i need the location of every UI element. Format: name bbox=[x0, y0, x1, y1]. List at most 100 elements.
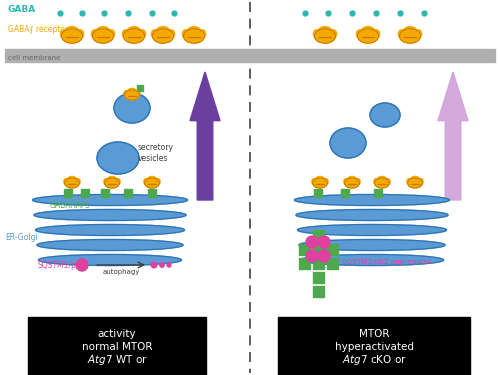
Ellipse shape bbox=[38, 255, 182, 266]
Text: normal MTOR: normal MTOR bbox=[82, 342, 152, 352]
Ellipse shape bbox=[407, 178, 412, 184]
Ellipse shape bbox=[300, 255, 444, 266]
Text: autophagy: autophagy bbox=[102, 269, 140, 275]
Ellipse shape bbox=[400, 29, 420, 43]
Ellipse shape bbox=[199, 30, 205, 38]
Ellipse shape bbox=[315, 176, 325, 184]
Ellipse shape bbox=[314, 30, 320, 38]
Ellipse shape bbox=[127, 27, 141, 38]
Bar bbox=[312, 230, 324, 240]
Text: cell membrane: cell membrane bbox=[8, 55, 60, 61]
Bar bbox=[374, 189, 382, 197]
Ellipse shape bbox=[370, 103, 400, 127]
Ellipse shape bbox=[312, 178, 328, 188]
Text: hyperactivated: hyperactivated bbox=[334, 342, 413, 352]
Ellipse shape bbox=[136, 91, 140, 96]
Bar bbox=[298, 243, 310, 255]
Ellipse shape bbox=[408, 178, 422, 188]
Ellipse shape bbox=[152, 29, 174, 43]
Bar bbox=[148, 189, 156, 197]
Ellipse shape bbox=[306, 236, 318, 248]
Ellipse shape bbox=[139, 30, 145, 38]
Text: $\it{Atg7}$ cKO or: $\it{Atg7}$ cKO or bbox=[342, 353, 406, 367]
Bar bbox=[5, 49, 495, 62]
Ellipse shape bbox=[410, 176, 420, 184]
Ellipse shape bbox=[108, 30, 114, 38]
Ellipse shape bbox=[299, 240, 445, 250]
Ellipse shape bbox=[37, 240, 183, 250]
Ellipse shape bbox=[64, 178, 80, 188]
Ellipse shape bbox=[314, 29, 336, 43]
Ellipse shape bbox=[182, 30, 189, 38]
Text: GABA⨐ receptors: GABA⨐ receptors bbox=[8, 26, 72, 34]
Ellipse shape bbox=[358, 29, 378, 43]
Ellipse shape bbox=[330, 30, 336, 38]
Ellipse shape bbox=[318, 250, 330, 262]
Bar bbox=[81, 189, 89, 197]
Ellipse shape bbox=[124, 29, 144, 43]
Ellipse shape bbox=[60, 30, 67, 38]
Ellipse shape bbox=[415, 30, 422, 38]
Ellipse shape bbox=[330, 128, 366, 158]
Ellipse shape bbox=[167, 263, 171, 267]
Ellipse shape bbox=[124, 91, 128, 96]
Ellipse shape bbox=[92, 29, 114, 43]
Ellipse shape bbox=[144, 178, 160, 188]
Ellipse shape bbox=[403, 27, 417, 38]
Ellipse shape bbox=[306, 250, 318, 262]
Ellipse shape bbox=[107, 176, 117, 184]
Ellipse shape bbox=[373, 30, 380, 38]
Ellipse shape bbox=[187, 27, 201, 38]
Ellipse shape bbox=[374, 178, 390, 188]
Ellipse shape bbox=[96, 27, 110, 38]
Ellipse shape bbox=[127, 88, 137, 96]
Bar bbox=[278, 317, 470, 375]
Ellipse shape bbox=[97, 142, 139, 174]
Ellipse shape bbox=[318, 236, 330, 248]
Ellipse shape bbox=[77, 30, 84, 38]
Ellipse shape bbox=[356, 178, 360, 184]
Text: MTOR: MTOR bbox=[359, 329, 389, 339]
Bar bbox=[64, 189, 72, 197]
Bar bbox=[101, 189, 109, 197]
Ellipse shape bbox=[168, 30, 174, 38]
Ellipse shape bbox=[34, 210, 186, 220]
Ellipse shape bbox=[76, 259, 88, 271]
Bar bbox=[312, 272, 324, 282]
Ellipse shape bbox=[324, 178, 328, 184]
Ellipse shape bbox=[151, 262, 157, 268]
Text: GABA: GABA bbox=[8, 6, 36, 15]
Ellipse shape bbox=[62, 29, 82, 43]
Text: GABARAPs: GABARAPs bbox=[50, 201, 90, 210]
Ellipse shape bbox=[312, 178, 316, 184]
Ellipse shape bbox=[361, 27, 375, 38]
Ellipse shape bbox=[147, 176, 157, 184]
Ellipse shape bbox=[294, 195, 450, 206]
Ellipse shape bbox=[418, 178, 423, 184]
Ellipse shape bbox=[356, 30, 363, 38]
Text: activity: activity bbox=[98, 329, 136, 339]
Bar bbox=[312, 258, 324, 268]
Bar bbox=[124, 189, 132, 197]
Ellipse shape bbox=[92, 30, 98, 38]
Ellipse shape bbox=[152, 30, 158, 38]
Ellipse shape bbox=[116, 178, 120, 184]
Bar bbox=[312, 243, 324, 255]
Ellipse shape bbox=[76, 178, 80, 184]
Ellipse shape bbox=[398, 30, 405, 38]
Text: ER-Golgi: ER-Golgi bbox=[5, 234, 38, 243]
Ellipse shape bbox=[156, 178, 160, 184]
Ellipse shape bbox=[344, 178, 348, 184]
Ellipse shape bbox=[114, 93, 150, 123]
Bar bbox=[28, 317, 206, 375]
Ellipse shape bbox=[160, 263, 164, 267]
Bar bbox=[326, 258, 338, 268]
Bar bbox=[341, 189, 349, 197]
Ellipse shape bbox=[386, 178, 390, 184]
Ellipse shape bbox=[377, 176, 387, 184]
Ellipse shape bbox=[67, 176, 77, 184]
Ellipse shape bbox=[64, 178, 68, 184]
Ellipse shape bbox=[318, 27, 332, 38]
Ellipse shape bbox=[344, 178, 360, 188]
Text: $\it{Atg7}$ WT or: $\it{Atg7}$ WT or bbox=[86, 353, 148, 367]
